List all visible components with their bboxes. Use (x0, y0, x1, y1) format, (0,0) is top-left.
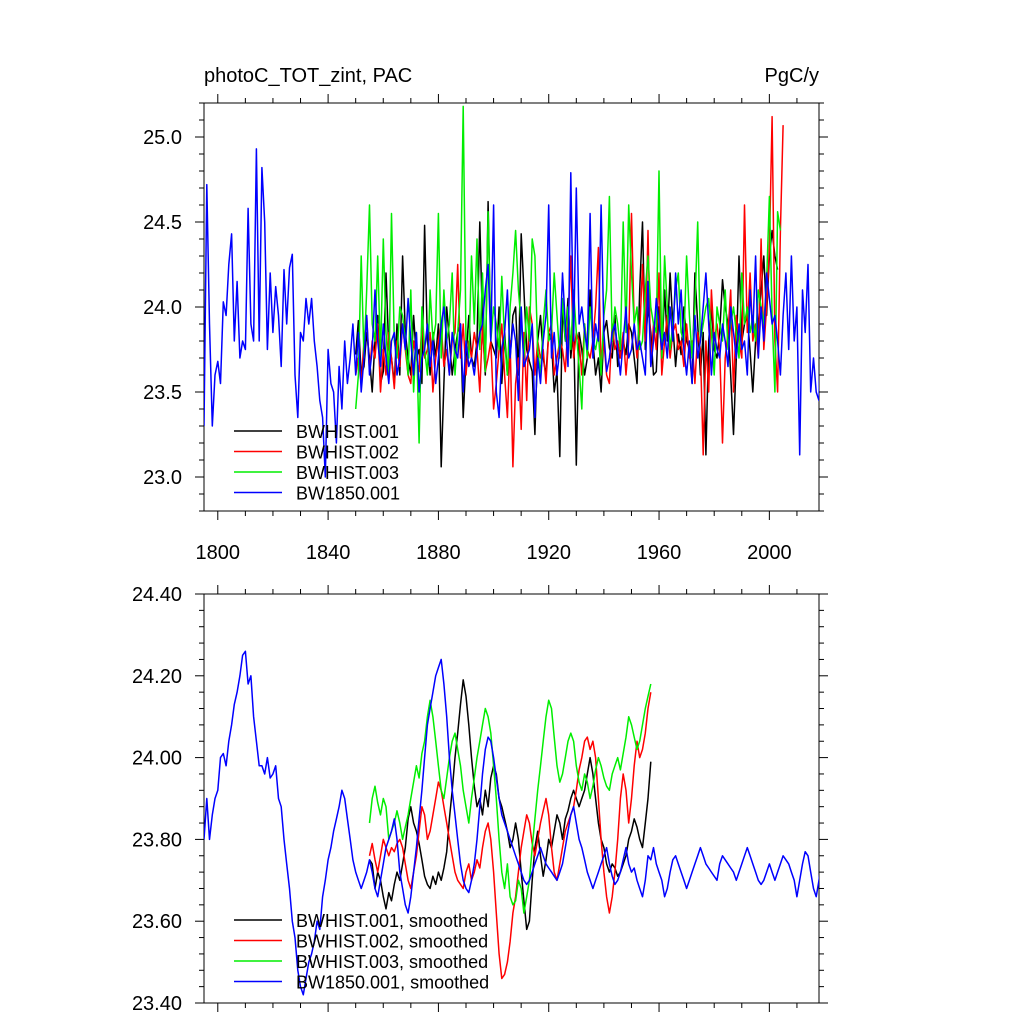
series-line-bw1850-001 (204, 148, 819, 478)
y-tick-label: 24.40 (132, 584, 182, 606)
y-tick-label: 23.80 (132, 829, 182, 851)
legend-label: BWHIST.001 (296, 422, 399, 442)
y-tick-label: 25.0 (143, 127, 182, 149)
chart-panel-2: 23.40 23.60 23.80 24.00 24.20 24.40 BWHIST.001… (132, 584, 828, 1015)
legend-label: BWHIST.002, smoothed (296, 932, 488, 952)
series-line-bwhist-003-smoothed (368, 683, 652, 914)
y-tick-label: 24.00 (132, 748, 182, 770)
x-tick-label: 1800 (196, 542, 241, 564)
series-line-bwhist-002-smoothed (368, 692, 652, 980)
y-tick-label: 23.5 (143, 382, 182, 404)
legend-label: BWHIST.002 (296, 443, 399, 463)
y-tick-label: 23.0 (143, 467, 182, 489)
plot-frame (203, 593, 820, 1004)
chart-panel-1: 23.0 23.5 24.0 24.5 25.0 1800 1840 1880 1920 1960… (143, 65, 828, 564)
chart-title: photoC_TOT_zint, PAC (204, 65, 412, 87)
x-tick-label: 1840 (306, 542, 351, 564)
series-line-bwhist-003 (354, 105, 782, 444)
y-tick-label: 24.20 (132, 666, 182, 688)
x-tick-label: 1920 (526, 542, 571, 564)
y-tick-label: 23.60 (132, 911, 182, 933)
legend-label: BW1850.001, smoothed (296, 973, 489, 993)
series-line-bwhist-001-smoothed (368, 679, 652, 931)
y-tick-label: 24.0 (143, 297, 182, 319)
legend-label: BWHIST.003 (296, 463, 399, 483)
x-tick-label: 2000 (747, 542, 792, 564)
y-tick-label: 24.5 (143, 212, 182, 234)
x-tick-label: 1960 (637, 542, 682, 564)
legend-label: BWHIST.003, smoothed (296, 952, 488, 972)
legend-label: BW1850.001 (296, 484, 400, 504)
legend-label: BWHIST.001, smoothed (296, 911, 488, 931)
series-line-bw1850-001-smoothed (204, 650, 819, 996)
y-tick-label: 23.40 (132, 993, 182, 1015)
chart-units: PgC/y (765, 65, 819, 87)
x-tick-label: 1880 (416, 542, 461, 564)
